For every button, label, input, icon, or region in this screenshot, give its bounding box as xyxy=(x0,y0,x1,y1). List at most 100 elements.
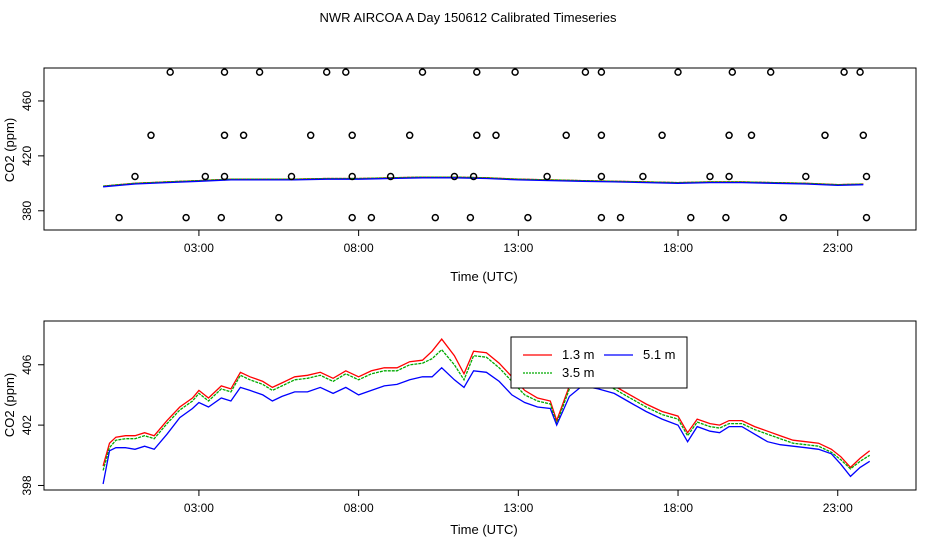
scatter-marker xyxy=(725,131,733,140)
bottom-series-line xyxy=(102,338,871,469)
top-series-lines xyxy=(103,176,864,188)
scatter-marker xyxy=(386,172,395,181)
scatter-marker xyxy=(862,172,871,181)
bottom-y-axis-label: CO2 (ppm) xyxy=(2,373,17,437)
scatter-marker xyxy=(616,213,625,222)
scatter-marker xyxy=(859,131,868,140)
scatter-marker xyxy=(687,213,695,222)
bottom-x-tick-label: 08:00 xyxy=(344,501,374,515)
scatter-marker xyxy=(450,172,459,181)
scatter-marker xyxy=(674,68,682,76)
bottom-series-line xyxy=(102,348,871,471)
scatter-marker xyxy=(658,131,666,140)
scatter-marker xyxy=(840,68,848,76)
top-x-tick-label: 23:00 xyxy=(823,241,853,255)
legend-label-1-3m: 1.3 m xyxy=(562,347,595,362)
bottom-x-tick-label: 18:00 xyxy=(663,501,693,515)
scatter-marker xyxy=(287,172,296,181)
top-series-line xyxy=(103,177,864,188)
bottom-y-tick-label: 402 xyxy=(20,415,34,435)
scatter-marker xyxy=(511,68,519,76)
scatter-marker xyxy=(348,172,356,181)
top-chart: 03:00 08:00 13:00 18:00 23:00 380 420 460 Time … xyxy=(2,67,917,284)
top-x-tick-label: 13:00 xyxy=(503,241,533,255)
scatter-marker xyxy=(543,172,551,181)
scatter-marker xyxy=(597,131,606,140)
scatter-marker xyxy=(597,172,606,181)
top-x-axis-label: Time (UTC) xyxy=(450,269,517,284)
scatter-marker xyxy=(220,131,229,140)
top-x-tick-label: 08:00 xyxy=(344,241,374,255)
scatter-marker xyxy=(217,213,226,222)
scatter-marker xyxy=(239,131,248,140)
scatter-marker xyxy=(639,172,647,181)
scatter-marker xyxy=(342,68,350,76)
scatter-marker xyxy=(747,131,756,140)
top-plot-frame xyxy=(43,67,917,231)
scatter-marker xyxy=(431,213,440,222)
scatter-marker xyxy=(182,213,190,222)
scatter-marker xyxy=(166,68,174,76)
bottom-chart: 03:00 08:00 13:00 18:00 23:00 398 402 406 Time … xyxy=(2,320,917,537)
scatter-marker xyxy=(466,213,475,222)
scatter-marker xyxy=(706,172,714,181)
bottom-x-tick-label: 13:00 xyxy=(503,501,533,515)
scatter-marker xyxy=(492,131,500,140)
scatter-marker xyxy=(418,68,427,76)
scatter-marker xyxy=(728,68,737,76)
scatter-marker xyxy=(524,213,532,222)
scatter-marker xyxy=(862,213,871,222)
scatter-marker xyxy=(147,131,155,140)
scatter-marker xyxy=(201,172,210,181)
legend-box xyxy=(510,336,688,389)
top-x-tick-label: 03:00 xyxy=(184,241,214,255)
top-scatter-markers xyxy=(115,68,871,222)
bottom-x-tick-label: 03:00 xyxy=(184,501,214,515)
scatter-marker xyxy=(348,213,356,222)
bottom-series-line xyxy=(102,366,871,485)
bottom-plot-frame xyxy=(43,320,917,491)
scatter-marker xyxy=(597,68,606,76)
top-series-line xyxy=(103,176,864,187)
scatter-marker xyxy=(322,68,331,76)
scatter-marker xyxy=(725,172,733,181)
scatter-marker xyxy=(255,68,264,76)
scatter-marker xyxy=(115,213,123,222)
scatter-marker xyxy=(856,68,864,76)
scatter-marker xyxy=(306,131,315,140)
top-y-tick-label: 460 xyxy=(20,91,34,111)
top-y-axis-label: CO2 (ppm) xyxy=(2,118,17,182)
top-y-tick-label: 380 xyxy=(20,200,34,220)
scatter-marker xyxy=(802,172,810,181)
scatter-marker xyxy=(220,172,229,181)
scatter-marker xyxy=(275,213,283,222)
bottom-y-tick-label: 398 xyxy=(20,475,34,495)
scatter-marker xyxy=(562,131,570,140)
bottom-y-tick-label: 406 xyxy=(20,354,34,374)
scatter-marker xyxy=(367,213,376,222)
scatter-marker xyxy=(405,131,414,140)
bottom-x-tick-label: 23:00 xyxy=(823,501,853,515)
top-x-tick-label: 18:00 xyxy=(663,241,693,255)
scatter-marker xyxy=(779,213,788,222)
bottom-x-axis-label: Time (UTC) xyxy=(450,522,517,537)
top-axes: 03:00 08:00 13:00 18:00 23:00 380 420 460 xyxy=(20,91,853,255)
scatter-marker xyxy=(766,68,775,76)
legend-label-3-5m: 3.5 m xyxy=(562,365,595,380)
scatter-marker xyxy=(473,131,481,140)
legend: 1.3 m 5.1 m 3.5 m xyxy=(510,336,688,389)
bottom-series-lines xyxy=(102,338,871,485)
bottom-axes: 03:00 08:00 13:00 18:00 23:00 398 402 406 xyxy=(20,354,853,515)
figure-title: NWR AIRCOA A Day 150612 Calibrated Times… xyxy=(320,10,617,25)
scatter-marker xyxy=(722,213,730,222)
scatter-marker xyxy=(348,131,356,140)
scatter-marker xyxy=(220,68,229,76)
scatter-marker xyxy=(131,172,139,181)
legend-label-5-1m: 5.1 m xyxy=(643,347,676,362)
scatter-marker xyxy=(473,68,481,76)
scatter-marker xyxy=(821,131,829,140)
scatter-marker xyxy=(581,68,590,76)
scatter-marker xyxy=(597,213,606,222)
scatter-marker xyxy=(469,172,478,181)
